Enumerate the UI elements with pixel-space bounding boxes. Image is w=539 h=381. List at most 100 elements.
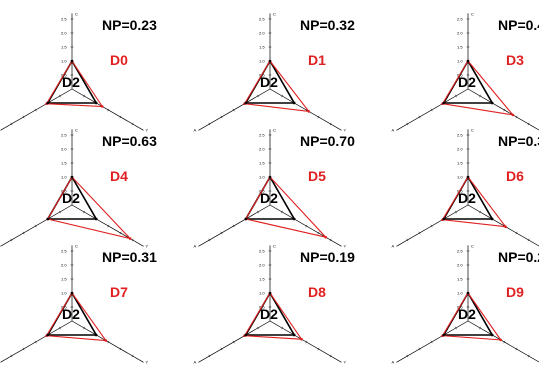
axis-tick xyxy=(256,326,259,330)
design-point xyxy=(307,110,311,113)
tick-label: 1.0 xyxy=(457,291,463,296)
axis-tick xyxy=(281,210,284,214)
axis-tick xyxy=(406,238,409,242)
design-label: D7 xyxy=(110,284,128,300)
reference-label: D2 xyxy=(62,306,80,322)
axis-tick xyxy=(281,94,284,98)
reference-point xyxy=(46,333,50,337)
reference-point xyxy=(292,101,296,105)
reference-point xyxy=(490,217,494,221)
axis-tick xyxy=(83,94,86,98)
reference-point xyxy=(70,291,74,295)
reference-point xyxy=(442,101,446,105)
axis-tick xyxy=(527,122,530,126)
np-label: NP=0.3 xyxy=(498,133,539,149)
tick-label: 1.0 xyxy=(457,59,463,64)
reference-point xyxy=(268,291,272,295)
design-point xyxy=(499,338,503,342)
np-label: NP=0.32 xyxy=(300,17,355,33)
np-label: NP=0.70 xyxy=(300,133,355,149)
axis-tick xyxy=(515,115,518,119)
axis-tick xyxy=(256,210,259,214)
design-point xyxy=(511,113,515,117)
axis-tick xyxy=(232,224,235,228)
tick-label: 2.5 xyxy=(61,17,67,22)
axis-label-a: A xyxy=(391,243,394,248)
tick-label: 2.0 xyxy=(259,147,265,152)
axis-label-c: C xyxy=(471,243,474,248)
design-point xyxy=(300,337,303,341)
tick-label: 1.5 xyxy=(457,161,463,166)
axis-tick xyxy=(317,115,320,119)
reference-point xyxy=(46,217,50,221)
tick-label: 1.5 xyxy=(259,277,265,282)
reference-point xyxy=(442,333,446,337)
axis-label-y: Y xyxy=(146,127,149,132)
axis-tick xyxy=(454,94,457,98)
axis-tick xyxy=(317,231,320,235)
tick-label: 1.5 xyxy=(259,45,265,50)
axis-tick xyxy=(220,231,223,235)
axis-tick xyxy=(454,210,457,214)
reference-point xyxy=(490,333,494,337)
tick-label: 2.5 xyxy=(259,133,265,138)
np-label: NP=0.2 xyxy=(498,249,539,265)
axis-tick xyxy=(208,354,211,358)
design-polygon xyxy=(441,291,502,341)
reference-point xyxy=(268,59,272,63)
axis-tick xyxy=(34,224,37,228)
tick-label: 2.0 xyxy=(61,147,67,152)
axis-label-c: C xyxy=(75,243,78,248)
axis-tick xyxy=(418,115,421,119)
axis-tick xyxy=(119,347,122,351)
design-point xyxy=(324,235,328,239)
reference-label: D2 xyxy=(260,190,278,206)
axis-tick xyxy=(527,354,530,358)
reference-label: D2 xyxy=(458,74,476,90)
reference-point xyxy=(70,175,74,179)
axis-tick xyxy=(430,224,433,228)
axis-tick xyxy=(10,122,13,126)
reference-point xyxy=(292,333,296,337)
design-label: D9 xyxy=(506,284,524,300)
axis-tick xyxy=(232,108,235,112)
tick-label: 2.0 xyxy=(259,31,265,36)
reference-point xyxy=(490,101,494,105)
axis-label-c: C xyxy=(273,243,276,248)
tick-label: 1.5 xyxy=(61,161,67,166)
reference-label: D2 xyxy=(260,306,278,322)
design-polygon xyxy=(45,59,104,108)
axis-tick xyxy=(329,122,332,126)
axis-tick xyxy=(406,354,409,358)
axis-tick xyxy=(503,108,506,112)
axis-label-c: C xyxy=(471,127,474,132)
tick-label: 2.0 xyxy=(457,31,463,36)
tick-label: 2.5 xyxy=(457,249,463,254)
axis-tick xyxy=(34,108,37,112)
axis-tick xyxy=(34,340,37,344)
axis-tick xyxy=(418,347,421,351)
reference-point xyxy=(244,333,248,337)
axis-tick xyxy=(119,231,122,235)
axis-tick xyxy=(515,347,518,351)
reference-point xyxy=(466,175,470,179)
axis-tick xyxy=(58,326,61,330)
axis-tick xyxy=(131,122,134,126)
design-polygon xyxy=(441,176,507,228)
design-point xyxy=(128,237,132,240)
tick-label: 2.0 xyxy=(457,147,463,152)
axis-tick xyxy=(220,347,223,351)
axis-tick xyxy=(406,122,409,126)
axis-tick xyxy=(220,115,223,119)
reference-point xyxy=(466,59,470,63)
tick-label: 2.0 xyxy=(457,263,463,268)
axis-tick xyxy=(22,347,25,351)
np-label: NP=0.63 xyxy=(102,133,157,149)
tick-label: 1.5 xyxy=(457,45,463,50)
design-label: D3 xyxy=(506,52,524,68)
axis-tick xyxy=(107,108,110,112)
